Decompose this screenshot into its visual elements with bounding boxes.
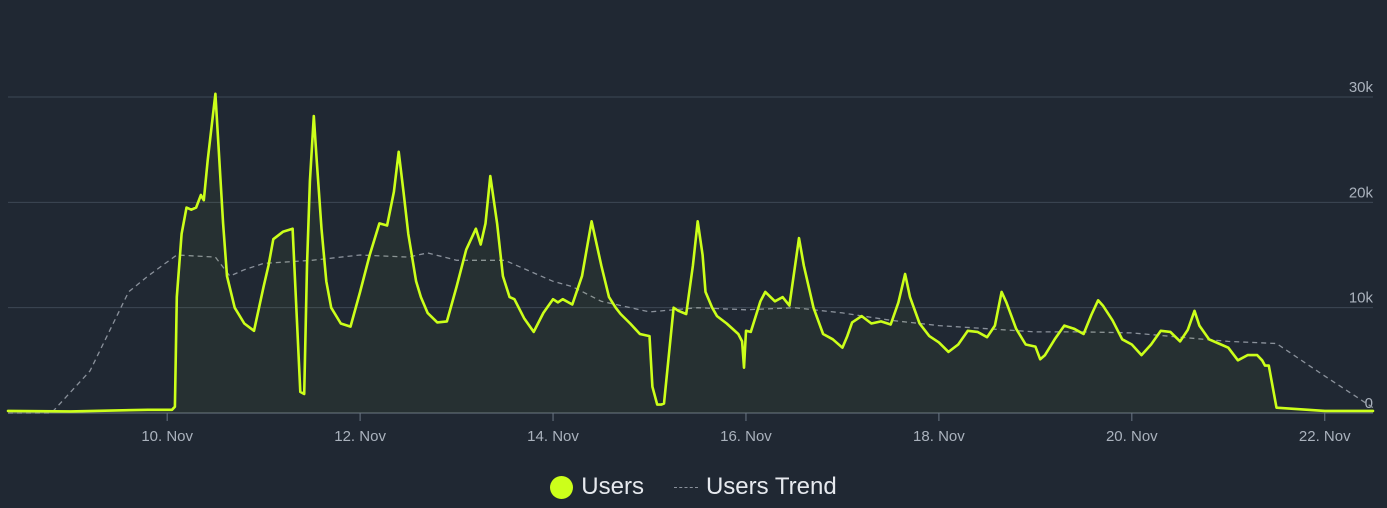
x-tick-label: 22. Nov — [1299, 428, 1351, 445]
y-tick-label: 10k — [1349, 290, 1374, 307]
legend-label-users-trend: Users Trend — [705, 473, 837, 500]
legend-label-users: Users — [581, 473, 644, 500]
y-tick-label: 20k — [1349, 184, 1374, 201]
x-tick-label: 14. Nov — [527, 428, 579, 445]
legend-item-users-trend[interactable]: Users Trend — [673, 473, 837, 501]
x-tick-label: 20. Nov — [1106, 428, 1158, 445]
series-group — [6, 92, 1375, 414]
users-trend-series-line — [8, 252, 1374, 414]
legend: Users Users Trend — [0, 470, 1387, 504]
x-tick-label: 10. Nov — [141, 428, 193, 445]
y-tick-label: 0 — [1365, 395, 1373, 412]
x-tick-label: 16. Nov — [720, 428, 772, 445]
users-series-area — [8, 93, 1373, 414]
y-axis-ticks: 0 10k 20k 30k — [1349, 79, 1374, 412]
x-tick-label: 12. Nov — [334, 428, 386, 445]
legend-item-users[interactable]: Users — [550, 473, 644, 501]
x-tick-label: 18. Nov — [913, 428, 965, 445]
users-series-line — [6, 92, 1375, 413]
users-trend-dash-icon — [673, 486, 698, 488]
y-tick-label: 30k — [1349, 79, 1374, 96]
x-axis-ticks: 10. Nov 12. Nov 14. Nov 16. Nov 18. Nov 20. N… — [141, 413, 1351, 445]
users-legend-dot-icon — [550, 475, 574, 499]
